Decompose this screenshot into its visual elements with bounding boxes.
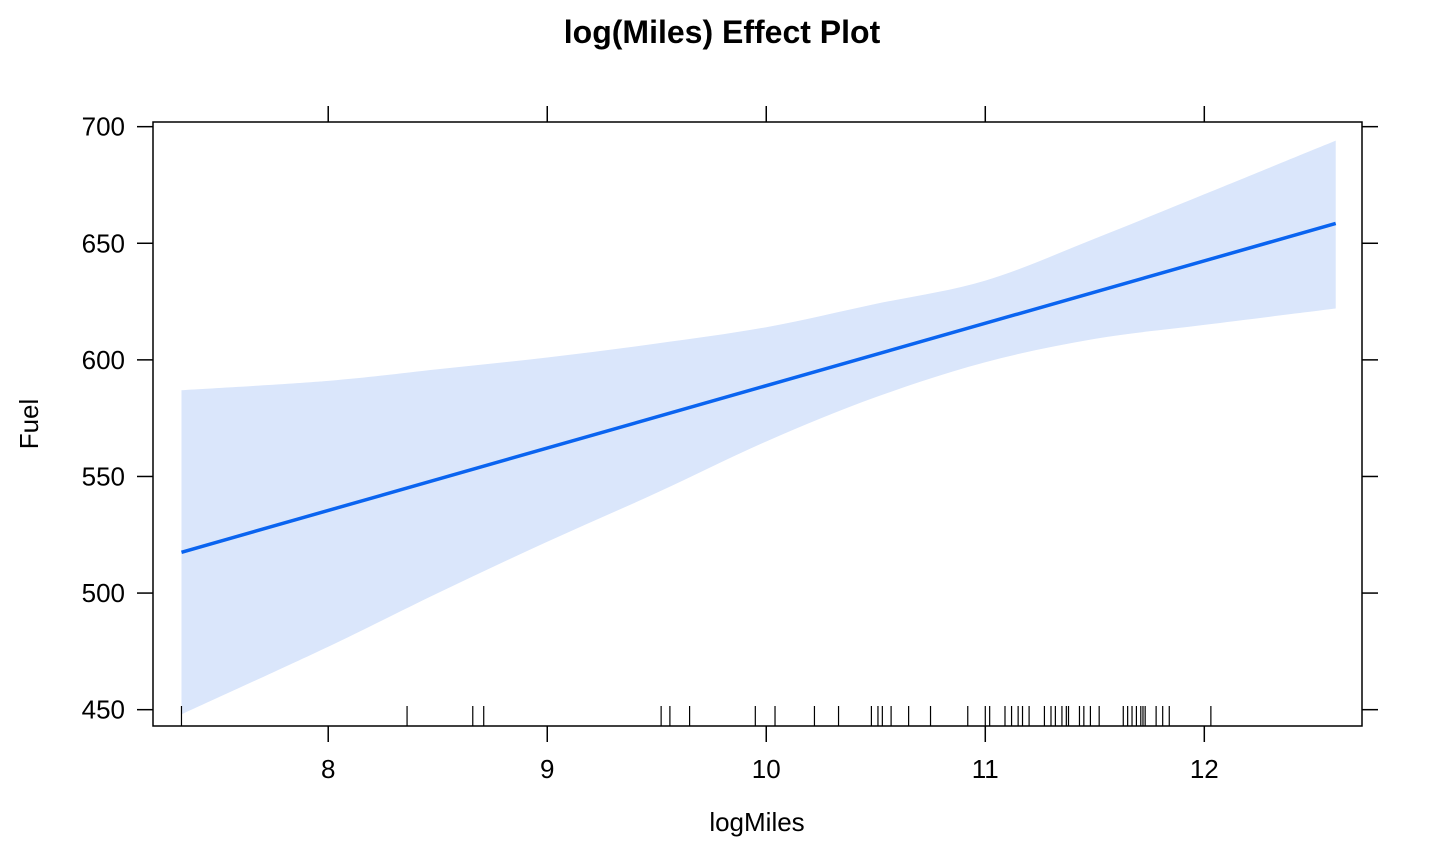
- x-tick-label: 10: [752, 754, 781, 784]
- y-axis-label: Fuel: [14, 399, 44, 450]
- confidence-band: [181, 140, 1336, 715]
- y-tick-label: 700: [82, 112, 125, 142]
- rug-layer: [180, 706, 1212, 726]
- axis-ticks: [137, 106, 1378, 742]
- x-tick-labels: 8 9 10 11 12: [321, 754, 1219, 784]
- x-tick-label: 8: [321, 754, 335, 784]
- x-axis-label: logMiles: [709, 807, 804, 837]
- y-tick-label: 500: [82, 578, 125, 608]
- y-tick-label: 650: [82, 228, 125, 258]
- y-tick-label: 550: [82, 461, 125, 491]
- y-tick-label: 450: [82, 695, 125, 725]
- x-tick-label: 11: [972, 754, 999, 784]
- y-tick-labels: 450 500 550 600 650 700: [82, 112, 125, 725]
- fit-line-layer: [180, 221, 1337, 554]
- plot-frame: [152, 121, 1363, 727]
- confidence-band-layer: [181, 140, 1336, 715]
- x-tick-label: 12: [1190, 754, 1219, 784]
- y-tick-label: 600: [82, 345, 125, 375]
- x-tick-label: 9: [540, 754, 554, 784]
- fit-line: [180, 221, 1337, 554]
- chart-title: log(Miles) Effect Plot: [564, 14, 881, 50]
